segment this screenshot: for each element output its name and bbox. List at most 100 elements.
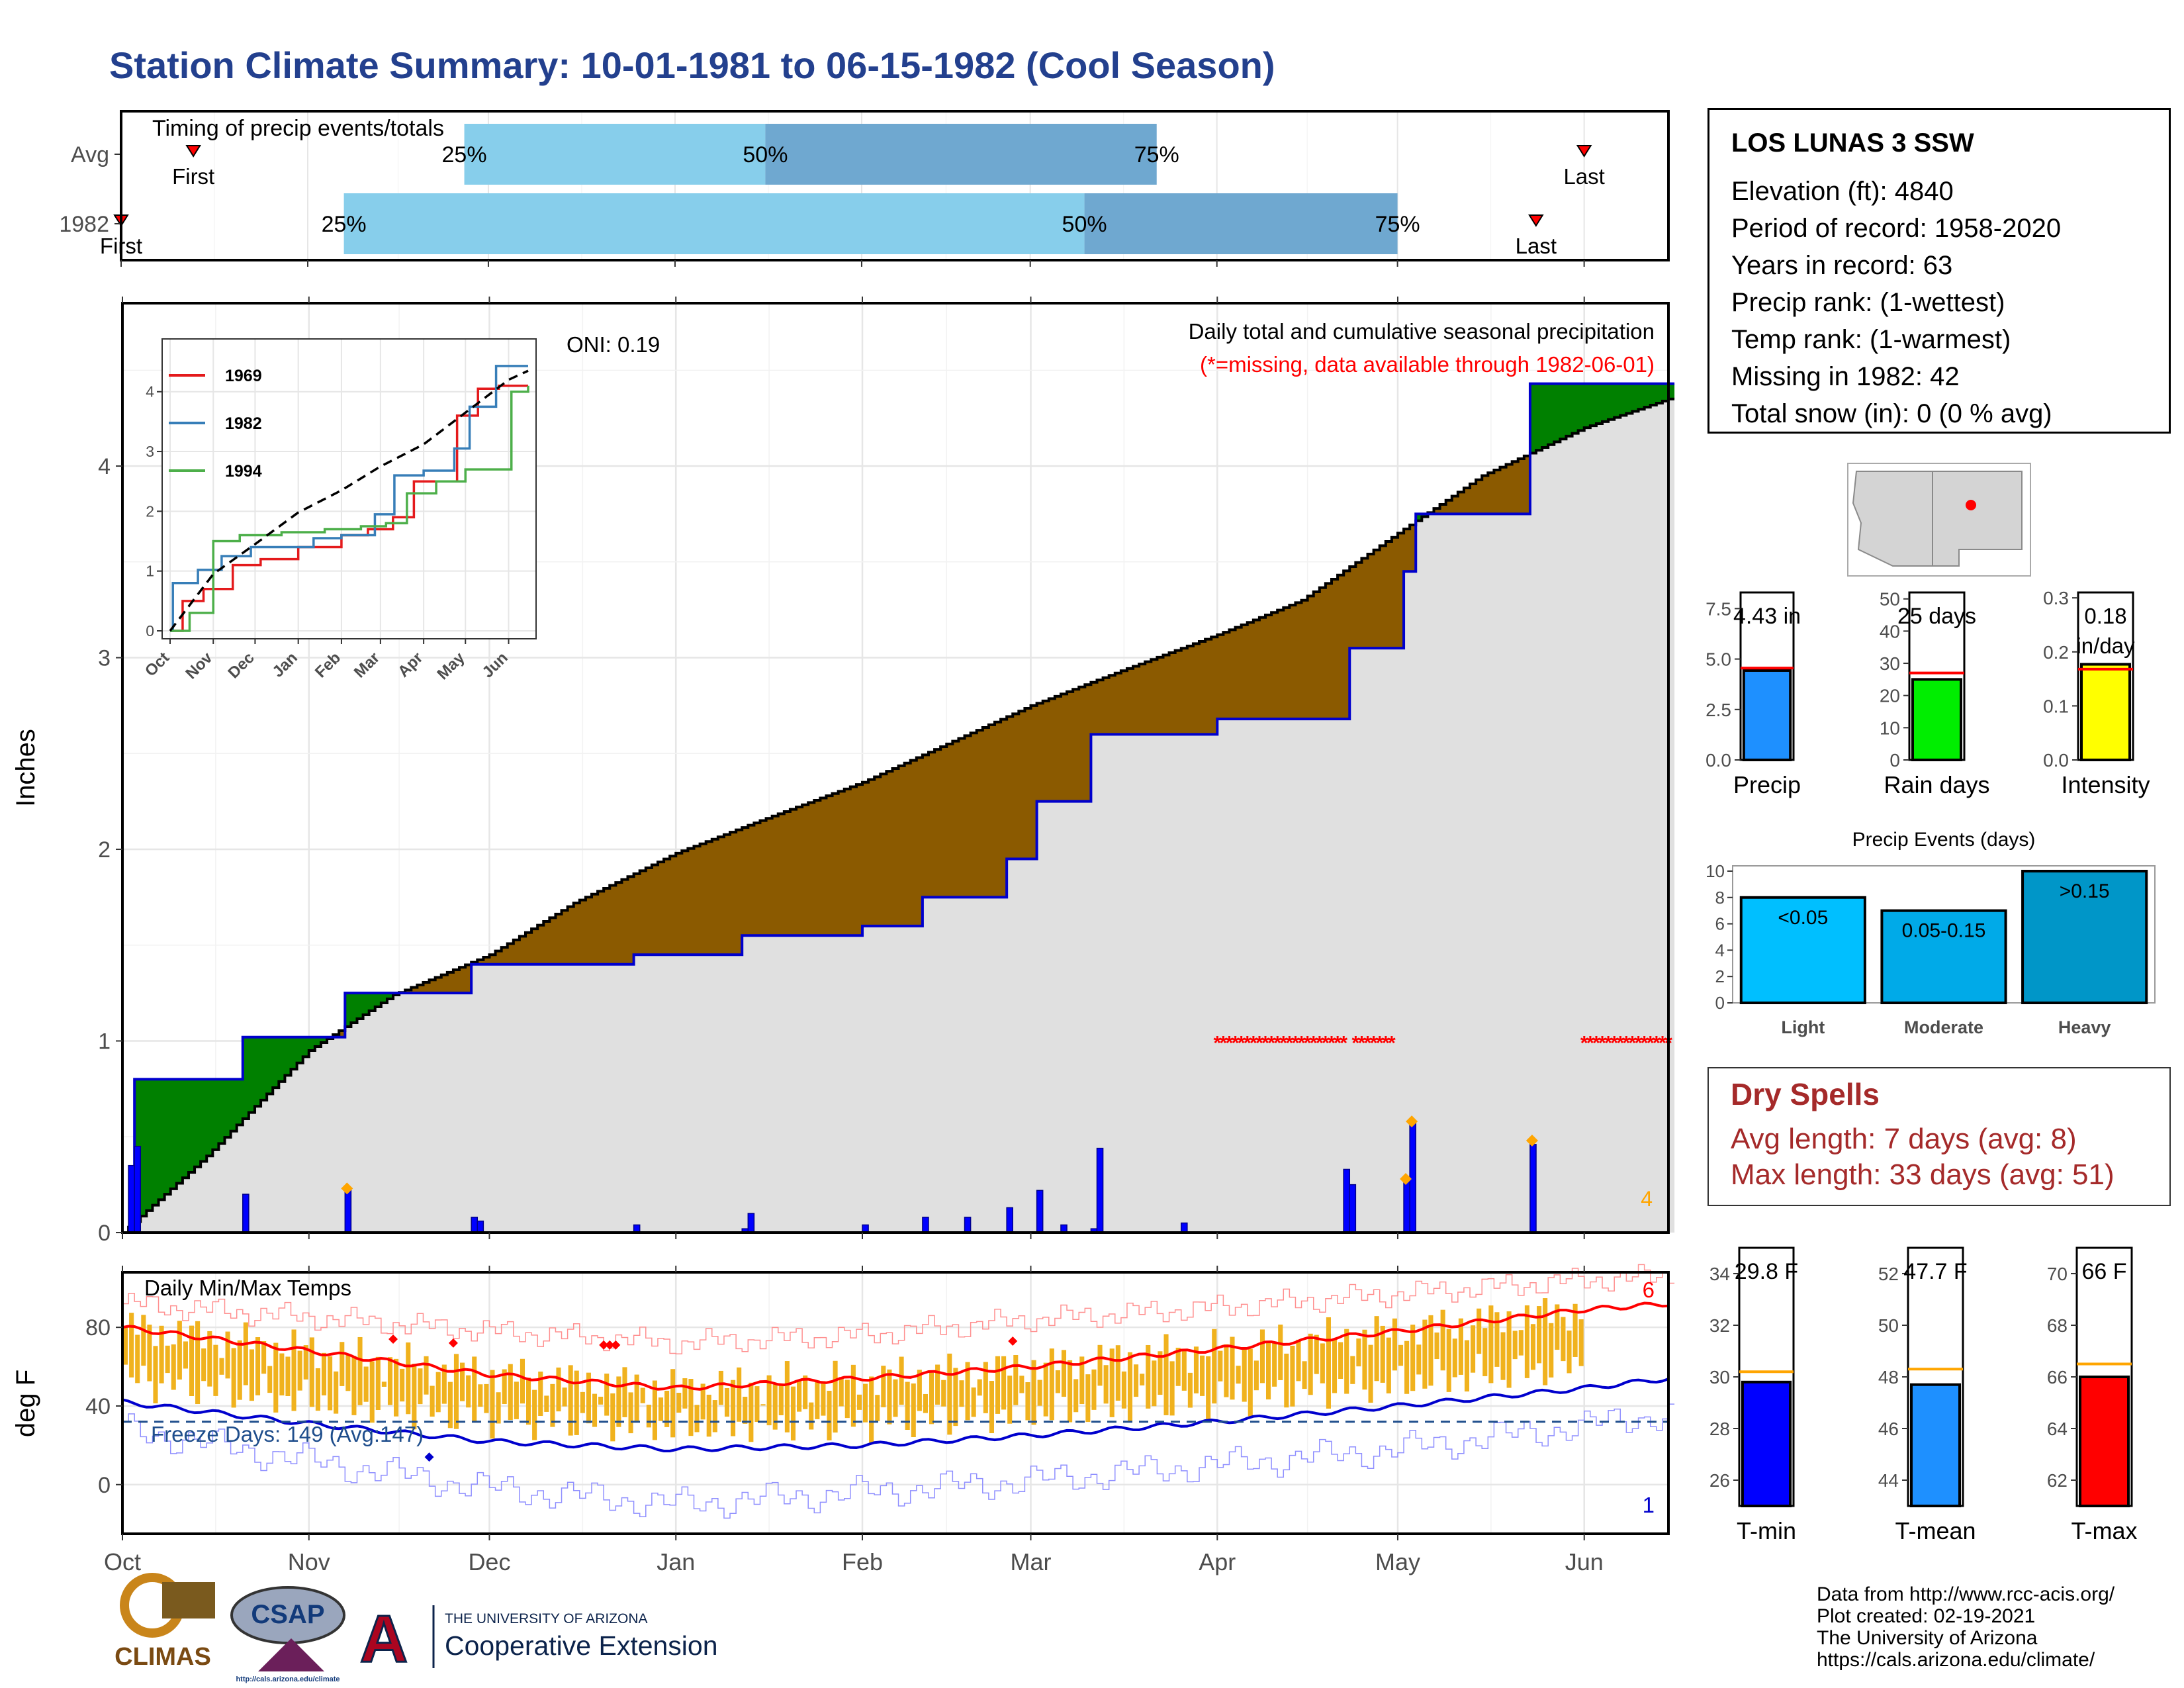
temps-x-tick-label: Nov [288, 1548, 330, 1575]
daily-temp-range-bar [532, 1389, 537, 1440]
daily-temp-range-bar [1572, 1303, 1578, 1357]
ua-letter-icon: A [360, 1602, 408, 1676]
daily-temp-range-bar [219, 1358, 224, 1375]
daily-temp-range-bar [670, 1369, 676, 1438]
daily-temp-range-bar [237, 1340, 242, 1400]
tmin-value-label: 29.8 F [1735, 1259, 1798, 1284]
daily-temp-range-bar [363, 1366, 369, 1402]
daily-precip-bar [344, 1190, 352, 1233]
daily-temp-range-bar [369, 1361, 375, 1423]
daily-temp-range-bar [628, 1392, 633, 1434]
daily-temp-range-bar [911, 1383, 916, 1438]
daily-temp-range-bar [1458, 1318, 1463, 1375]
tmean-y-tick-label: 46 [1878, 1419, 1899, 1439]
daily-temp-range-bar [249, 1349, 254, 1401]
daily-temp-range-bar [989, 1381, 994, 1434]
daily-temp-range-bar [502, 1369, 507, 1405]
daily-temp-range-bar [1392, 1318, 1397, 1371]
events-bar-label: >0.15 [2060, 880, 2110, 902]
missing-marker: * [1358, 1033, 1366, 1055]
daily-temp-range-bar [610, 1393, 615, 1442]
daily-temp-range-bar [165, 1345, 170, 1374]
precip_total-value-label: 4.43 in [1733, 604, 1801, 629]
precip_total-y-tick-label: 7.5 [1706, 598, 1731, 619]
daily-temp-range-bar [1284, 1353, 1289, 1408]
timing-bar-25-50 [343, 193, 1085, 254]
events-category-label: Moderate [1904, 1017, 1983, 1037]
daily-temp-range-bar [351, 1356, 357, 1415]
daily-temp-range-bar [778, 1384, 784, 1415]
daily-temp-range-bar [706, 1394, 711, 1437]
daily-temp-range-bar [472, 1356, 477, 1423]
daily-temp-range-bar [207, 1331, 212, 1387]
missing-marker: * [1635, 1033, 1643, 1055]
daily-temp-range-bar [893, 1379, 898, 1417]
daily-temp-range-bar [1278, 1325, 1283, 1380]
daily-temp-range-bar [1410, 1325, 1416, 1391]
missing-marker: * [1334, 1033, 1342, 1055]
daily-temp-range-bar [1428, 1315, 1433, 1386]
daily-temp-range-bar [718, 1370, 723, 1405]
daily-temp-range-bar [929, 1372, 934, 1425]
tmean-value-label: 47.7 F [1903, 1259, 1967, 1284]
daily-temp-range-bar [141, 1315, 146, 1366]
daily-temp-range-bar [1181, 1351, 1187, 1391]
missing-marker: * [1328, 1033, 1336, 1055]
precip_total-y-tick-label: 2.5 [1706, 700, 1731, 720]
inset-series-line-1982 [170, 365, 528, 632]
record-min-line [122, 1403, 1675, 1519]
inset-y-tick-label: 1 [146, 563, 154, 580]
daily-precip-bar [1096, 1147, 1104, 1233]
daily-temp-range-bar [1152, 1360, 1157, 1407]
climas-logo-text: CLIMAS [114, 1643, 211, 1671]
daily-temp-range-bar [815, 1380, 820, 1419]
intensity-x-label: Intensity [2061, 771, 2150, 798]
timing-label-25: 25% [322, 212, 367, 237]
daily-precip-bar [471, 1217, 478, 1233]
daily-temp-range-bar [466, 1375, 471, 1408]
daily-temp-range-bar [123, 1327, 128, 1365]
timing-label-25: 25% [442, 142, 487, 167]
inset-legend-label: 1969 [225, 367, 262, 385]
station-name: LOS LUNAS 3 SSW [1731, 128, 1974, 158]
daily-temp-range-bar [688, 1379, 694, 1436]
daily-temp-range-bar [1031, 1360, 1036, 1425]
missing-marker: * [1310, 1033, 1318, 1055]
daily-temp-range-bar [321, 1352, 327, 1395]
inset-frame [161, 338, 537, 639]
daily-temp-range-bar [453, 1354, 459, 1429]
daily-temp-range-bar [917, 1370, 922, 1411]
record-precip-point [341, 1182, 353, 1195]
daily-temp-range-bar [809, 1402, 814, 1430]
ua-big-text: Cooperative Extension [445, 1630, 718, 1661]
events-bar-label: <0.05 [1778, 907, 1828, 929]
daily-temp-range-bar [790, 1386, 796, 1441]
daily-temp-range-bar [1091, 1369, 1097, 1410]
daily-temp-range-bar [1368, 1344, 1373, 1403]
daily-temp-range-bar [977, 1379, 982, 1396]
daily-temp-range-bar [869, 1376, 874, 1443]
daily-temp-range-bar [995, 1356, 1001, 1414]
daily-temp-range-bar [520, 1358, 525, 1404]
daily-temp-range-bar [430, 1385, 435, 1417]
avg-max-temp-line [122, 1301, 1669, 1391]
record-temp-point [424, 1452, 434, 1462]
missing-marker: * [1220, 1033, 1228, 1055]
precip-y-tick-label: 2 [98, 837, 111, 863]
observed-cumulative-line [122, 382, 1675, 1234]
temps-y-tick-label: 0 [98, 1473, 111, 1498]
daily-temp-range-bar [387, 1357, 393, 1405]
daily-temp-range-bar [1446, 1329, 1451, 1392]
daily-precip-bar [1181, 1222, 1188, 1233]
record-precip-point [1525, 1135, 1538, 1147]
station-snow: Total snow (in): 0 (0 % avg) [1731, 399, 2052, 428]
daily-temp-range-bar [676, 1392, 682, 1413]
timing-label-50: 50% [1062, 212, 1107, 237]
intensity-value-label: 0.18 [2084, 604, 2126, 628]
station-precip-rank: Precip rank: (1-wettest) [1731, 288, 2005, 317]
daily-temp-range-bar [682, 1378, 688, 1409]
location-map [1847, 463, 2031, 577]
daily-temp-range-bar [622, 1367, 627, 1417]
